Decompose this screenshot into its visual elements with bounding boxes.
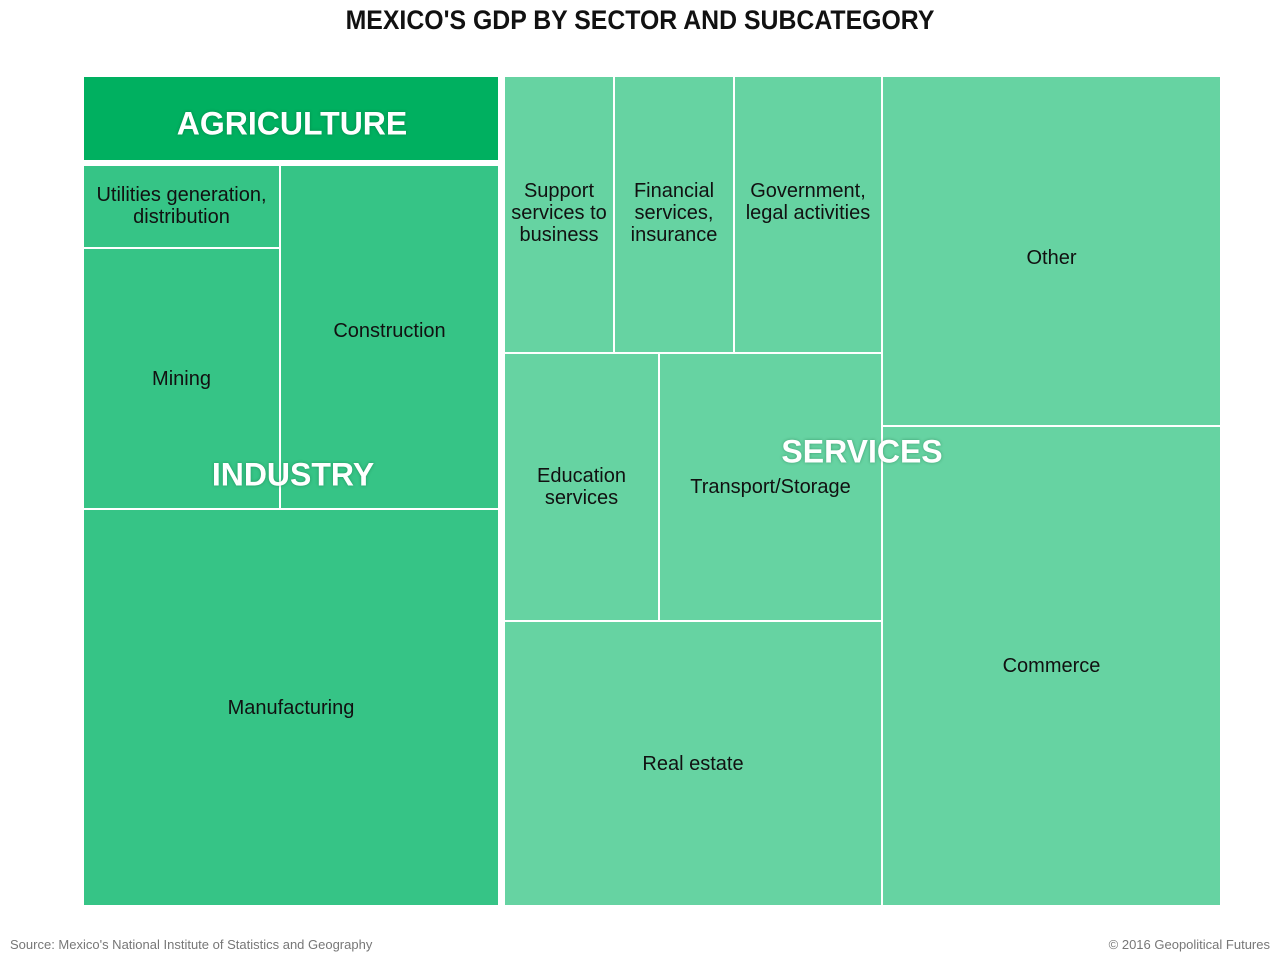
tile-agriculture bbox=[83, 76, 499, 161]
tile-label: Utilities generation, distribution bbox=[96, 184, 267, 228]
tile-transport: Transport/Storage bbox=[659, 353, 882, 621]
tile-government: Government, legal activities bbox=[734, 76, 882, 353]
sector-label-industry: INDUSTRY bbox=[211, 456, 375, 493]
tile-financial-services: Financial services, insurance bbox=[614, 76, 734, 353]
sector-label-services: SERVICES bbox=[781, 433, 943, 470]
tile-support-services: Support services to business bbox=[504, 76, 614, 353]
tile-construction: Construction bbox=[280, 165, 499, 509]
tile-label: Government, legal activities bbox=[745, 180, 871, 224]
tile-label: Support services to business bbox=[511, 180, 607, 246]
tile-label: Transport/Storage bbox=[690, 476, 851, 498]
tile-commerce: Commerce bbox=[882, 426, 1221, 906]
tile-label: Mining bbox=[152, 367, 211, 390]
tile-education: Education services bbox=[504, 353, 659, 621]
tile-other: Other bbox=[882, 76, 1221, 426]
tile-real-estate: Real estate bbox=[504, 621, 882, 906]
tile-utilities: Utilities generation, distribution bbox=[83, 165, 280, 248]
sector-label-agriculture: AGRICULTURE bbox=[176, 105, 408, 142]
tile-label: Commerce bbox=[1002, 655, 1101, 677]
tile-label: Manufacturing bbox=[227, 696, 355, 719]
tile-label: Education services bbox=[537, 465, 626, 509]
tile-label: Construction bbox=[333, 320, 446, 342]
tile-label: Financial services, insurance bbox=[630, 180, 718, 246]
tile-label: Real estate bbox=[642, 752, 744, 775]
tile-label: Other bbox=[1026, 247, 1077, 269]
tile-manufacturing: Manufacturing bbox=[83, 509, 499, 906]
source-note: Source: Mexico's National Institute of S… bbox=[10, 937, 373, 952]
tile-mining: Mining bbox=[83, 248, 280, 509]
chart-title: MEXICO'S GDP BY SECTOR AND SUBCATEGORY bbox=[345, 5, 935, 35]
credit-note: © 2016 Geopolitical Futures bbox=[1108, 937, 1270, 952]
